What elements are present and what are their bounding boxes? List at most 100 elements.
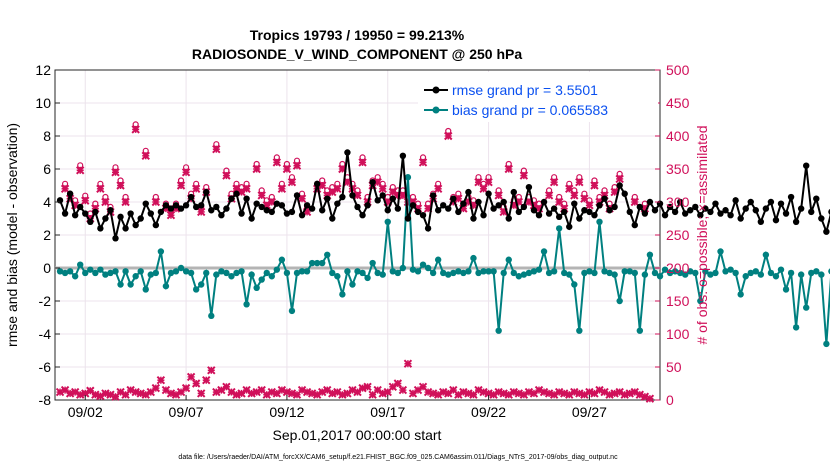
bias-point bbox=[238, 268, 245, 275]
rmse-point bbox=[813, 195, 820, 202]
rmse-point bbox=[445, 205, 452, 212]
bias-point bbox=[71, 273, 79, 280]
bias-point bbox=[359, 269, 366, 277]
rmse-point bbox=[203, 188, 210, 196]
obs-assimilated-marker bbox=[504, 164, 513, 174]
rmse-point bbox=[616, 182, 623, 189]
rmse-point bbox=[298, 212, 306, 219]
bias-point bbox=[293, 269, 301, 277]
rmse-point bbox=[238, 210, 245, 217]
bias-point bbox=[661, 266, 669, 273]
obs-low-marker bbox=[181, 383, 191, 393]
rmse-point bbox=[581, 207, 588, 214]
obs-assimilated-marker bbox=[60, 184, 70, 194]
bias-point bbox=[167, 269, 175, 277]
rmse-point bbox=[142, 200, 149, 207]
bias-point bbox=[324, 251, 331, 258]
right-tick-label: 100 bbox=[666, 326, 690, 342]
bias-point bbox=[87, 266, 94, 273]
left-tick-label: 2 bbox=[43, 227, 51, 243]
right-tick-label: 200 bbox=[666, 260, 690, 276]
rmse-point bbox=[460, 200, 467, 207]
rmse-point bbox=[334, 200, 341, 207]
obs-assimilated-marker bbox=[519, 171, 529, 180]
rmse-point bbox=[440, 202, 447, 209]
rmse-point bbox=[535, 212, 543, 219]
rmse-point bbox=[208, 207, 215, 214]
bias-point bbox=[495, 327, 502, 334]
bias-point bbox=[550, 268, 558, 275]
bias-point bbox=[349, 281, 356, 288]
bias-point bbox=[808, 269, 815, 277]
bias-point bbox=[460, 269, 467, 277]
obs-low-marker bbox=[207, 366, 216, 375]
left-tick-label: 12 bbox=[35, 62, 51, 78]
rmse-point bbox=[77, 203, 84, 211]
bias-point bbox=[429, 269, 437, 277]
bias-point bbox=[485, 268, 492, 275]
rmse-point bbox=[404, 215, 412, 222]
rmse-point bbox=[530, 207, 538, 214]
bias-point bbox=[465, 268, 472, 275]
right-tick-label: 150 bbox=[666, 293, 690, 309]
rmse-point bbox=[601, 195, 608, 202]
rmse-point bbox=[137, 215, 144, 222]
bias-point bbox=[545, 269, 553, 277]
obs-assimilated-marker bbox=[181, 168, 191, 177]
obs-assimilated-marker bbox=[282, 164, 292, 174]
bias-point bbox=[107, 269, 114, 277]
rmse-point bbox=[737, 215, 744, 222]
rmse-point bbox=[762, 205, 770, 212]
rmse-point bbox=[646, 198, 654, 206]
rmse-point bbox=[651, 207, 659, 214]
bias-point bbox=[687, 268, 694, 275]
obs-assimilated-marker bbox=[151, 197, 161, 207]
obs-assimilated-marker bbox=[191, 184, 201, 194]
rmse-point bbox=[505, 215, 512, 222]
rmse-point bbox=[107, 207, 114, 214]
bias-point bbox=[520, 271, 528, 278]
bias-point bbox=[182, 268, 190, 275]
bias-point bbox=[515, 273, 523, 280]
rmse-point bbox=[500, 198, 507, 206]
chart-title-line1: Tropics 19793 / 19950 = 99.213% bbox=[250, 27, 465, 43]
bias-point bbox=[233, 269, 240, 277]
rmse-point bbox=[192, 203, 200, 211]
obs-assimilated-marker bbox=[176, 181, 186, 190]
rmse-point bbox=[631, 221, 638, 229]
bias-points bbox=[56, 174, 830, 348]
legend-rmse-label: rmse grand pr = 3.5501 bbox=[452, 82, 598, 98]
obs-assimilated-marker bbox=[272, 158, 282, 167]
bias-point bbox=[122, 268, 129, 275]
rmse-point bbox=[369, 179, 376, 186]
bias-point bbox=[586, 268, 593, 275]
x-tick-label: 09/22 bbox=[471, 404, 506, 420]
rmse-point bbox=[586, 208, 593, 216]
rmse-point bbox=[702, 205, 709, 212]
x-ticks: 09/02 09/07 09/12 09/17 09/22 09/27 bbox=[68, 395, 607, 420]
left-tick-label: -4 bbox=[39, 326, 52, 342]
bias-point bbox=[490, 268, 497, 275]
obs-low-marker bbox=[197, 389, 206, 398]
bias-point bbox=[162, 282, 170, 290]
rmse-point bbox=[591, 212, 598, 219]
obs-assimilated-marker bbox=[333, 184, 342, 194]
bias-point bbox=[218, 268, 225, 275]
rmse-point bbox=[475, 198, 482, 206]
obs-assimilated-marker bbox=[358, 158, 367, 167]
legend-bias-label: bias grand pr = 0.065583 bbox=[452, 102, 608, 118]
rmse-point bbox=[102, 215, 109, 222]
rmse-point bbox=[777, 200, 785, 207]
bias-point bbox=[147, 271, 154, 278]
bias-point bbox=[172, 268, 180, 275]
rmse-point bbox=[656, 200, 664, 207]
bias-point bbox=[354, 268, 361, 275]
obs-low-marker bbox=[186, 372, 196, 382]
bias-point bbox=[77, 261, 84, 268]
bias-point bbox=[278, 256, 286, 263]
rmse-point bbox=[147, 210, 154, 217]
rmse-point bbox=[818, 215, 825, 222]
left-tick-label: 0 bbox=[43, 260, 51, 276]
bias-point bbox=[404, 174, 412, 181]
rmse-point bbox=[803, 162, 810, 169]
